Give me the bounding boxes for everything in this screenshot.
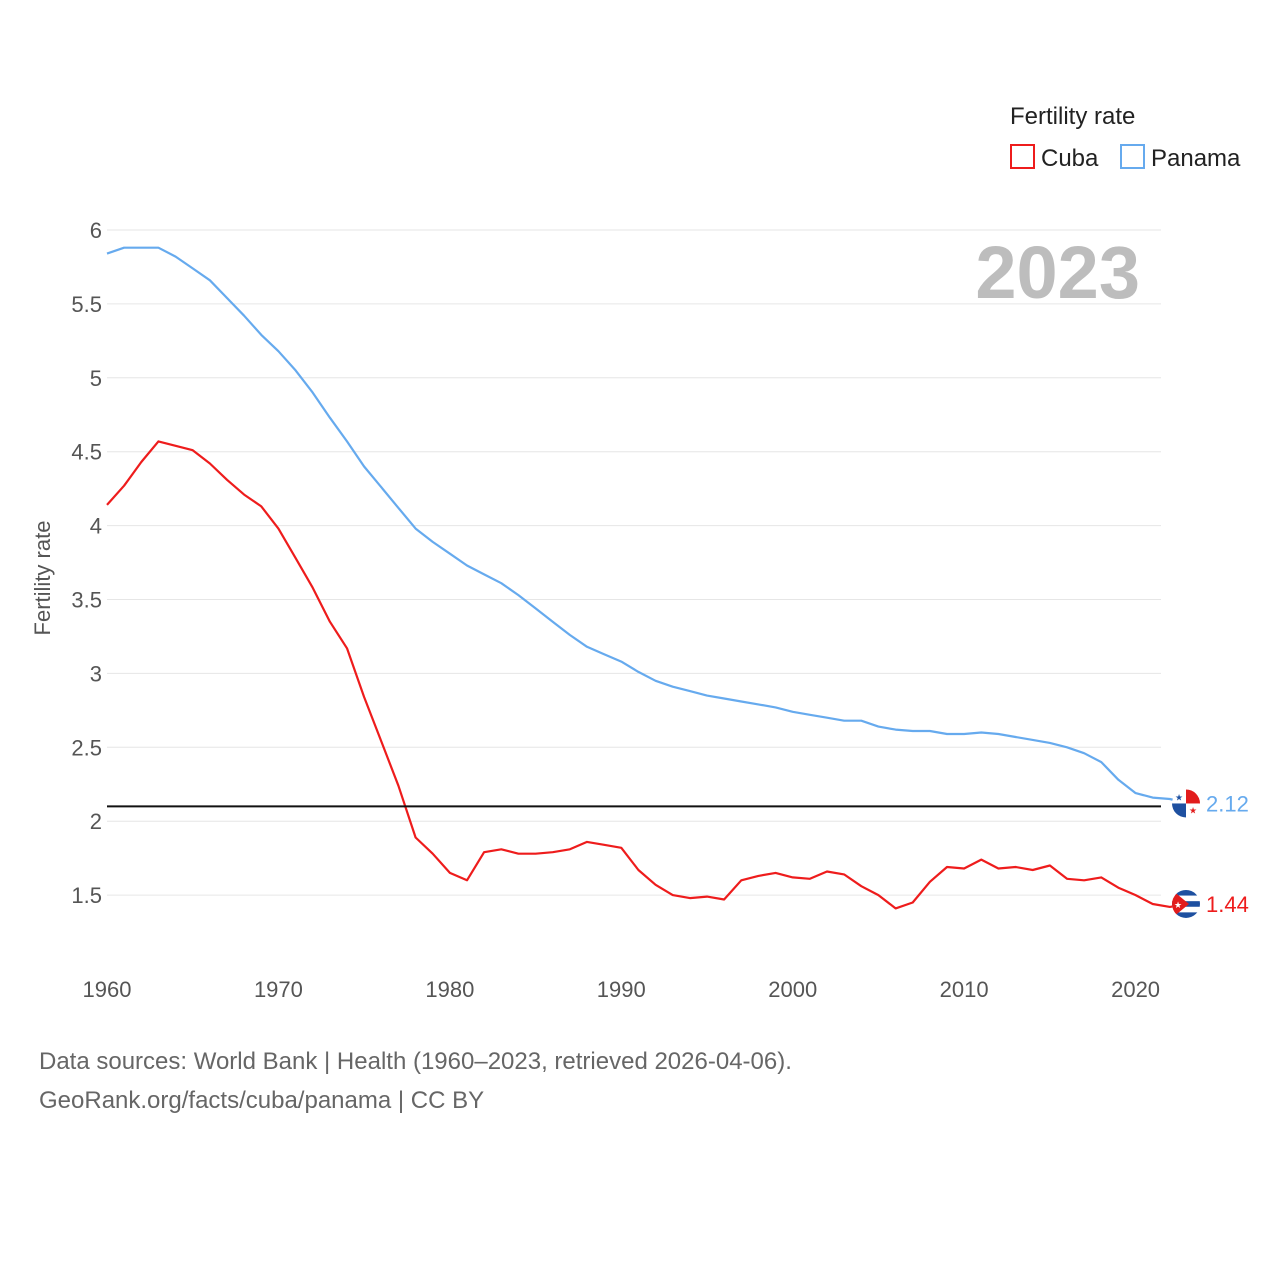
y-tick-label: 6 (90, 218, 102, 243)
svg-text:★: ★ (1189, 805, 1197, 815)
panama-flag-icon: ★★ (1172, 789, 1200, 818)
data-sources-text: Data sources: World Bank | Health (1960–… (39, 1048, 792, 1075)
attribution-link[interactable]: GeoRank.org/facts/cuba/panama | CC BY (39, 1087, 484, 1114)
series-lines (106, 246, 1188, 910)
y-tick-label: 2 (90, 809, 102, 834)
legend-swatch-panama[interactable] (1120, 144, 1145, 169)
end-value-cuba: 1.44 (1206, 892, 1249, 917)
legend-swatch-cuba[interactable] (1010, 144, 1035, 169)
svg-text:★: ★ (1175, 792, 1183, 802)
x-tick-label: 1970 (254, 977, 303, 1002)
y-tick-label: 4.5 (71, 440, 102, 465)
year-label: 2023 (975, 231, 1140, 314)
svg-text:★: ★ (1174, 900, 1182, 910)
y-tick-label: 4 (90, 514, 102, 539)
x-tick-label: 1990 (597, 977, 646, 1002)
x-tick-label: 2010 (940, 977, 989, 1002)
legend: Fertility rate Cuba Panama (1010, 103, 1241, 172)
x-tick-label: 1960 (83, 977, 132, 1002)
cuba-flag-icon: ★ (1172, 889, 1200, 918)
legend-title: Fertility rate (1010, 103, 1135, 130)
y-tick-label: 1.5 (71, 883, 102, 908)
series-end-markers: ★ 1.44★★ 2.12 (1172, 789, 1249, 918)
y-tick-label: 3 (90, 661, 102, 686)
end-value-panama: 2.12 (1206, 791, 1249, 816)
y-tick-label: 2.5 (71, 735, 102, 760)
y-tick-label: 5.5 (71, 292, 102, 317)
y-axis: 1.5 2 2.5 3 3.5 4 4.5 5 5.5 6 (71, 218, 102, 908)
x-tick-label: 2020 (1111, 977, 1160, 1002)
legend-label-cuba[interactable]: Cuba (1041, 145, 1099, 172)
series-line-panama[interactable] (106, 246, 1188, 805)
legend-label-panama[interactable]: Panama (1151, 145, 1241, 172)
series-line-cuba[interactable] (106, 440, 1188, 910)
grid (107, 229, 1161, 896)
y-tick-label: 5 (90, 366, 102, 391)
x-axis: 1960 1970 1980 1990 2000 2010 2020 (83, 977, 1161, 1002)
x-tick-label: 1980 (425, 977, 474, 1002)
y-axis-label: Fertility rate (30, 521, 55, 636)
y-tick-label: 3.5 (71, 588, 102, 613)
x-tick-label: 2000 (768, 977, 817, 1002)
